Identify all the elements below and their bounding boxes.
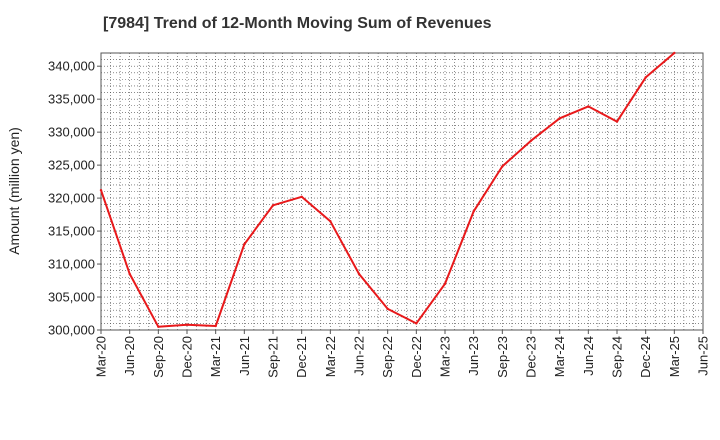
x-tick-label: Jun-23 <box>466 336 481 376</box>
data-point <box>673 51 676 55</box>
chart-title: [7984] Trend of 12-Month Moving Sum of R… <box>103 15 492 32</box>
data-point <box>386 307 389 311</box>
x-tick-label: Sep-22 <box>380 336 395 378</box>
x-tick-label: Sep-23 <box>495 336 510 378</box>
x-tick-label: Jun-21 <box>237 336 252 376</box>
x-tick-label: Jun-20 <box>122 336 137 376</box>
x-tick-labels: Mar-20 Jun-20 Sep-20 Dec-20 Mar-21 Jun-21 Sep-… <box>94 330 711 378</box>
data-point <box>443 282 447 286</box>
x-tick-label: Mar-20 <box>94 336 109 377</box>
data-point <box>615 120 619 123</box>
x-tick-label: Dec-21 <box>294 336 309 378</box>
data-point <box>329 219 332 223</box>
data-point <box>587 105 590 108</box>
x-tick-label: Dec-20 <box>180 336 195 378</box>
data-point <box>271 204 275 207</box>
y-tick-label: 330,000 <box>48 125 95 140</box>
data-point <box>501 165 504 168</box>
data-point <box>243 243 246 246</box>
data-point <box>214 324 217 328</box>
x-tick-label: Dec-22 <box>409 336 424 378</box>
revenue-series-line <box>100 52 675 328</box>
data-point <box>415 322 418 325</box>
y-tick-label: 300,000 <box>48 323 95 338</box>
x-tick-label: Jun-22 <box>352 336 367 376</box>
data-point <box>558 117 561 120</box>
grid-layer <box>100 52 704 331</box>
data-point <box>529 139 533 142</box>
data-point <box>472 210 475 213</box>
data-point <box>644 76 647 79</box>
y-axis-label: Amount (million yen) <box>6 127 22 255</box>
y-tick-label: 325,000 <box>48 158 95 173</box>
data-point <box>99 188 103 192</box>
x-tick-label: Sep-21 <box>266 336 281 378</box>
x-tick-label: Dec-23 <box>524 336 539 378</box>
y-tick-label: 320,000 <box>48 191 95 206</box>
x-tick-label: Mar-24 <box>552 336 567 377</box>
y-tick-label: 335,000 <box>48 92 95 107</box>
data-point <box>300 195 303 198</box>
data-point <box>128 272 131 276</box>
x-tick-label: Jun-25 <box>696 336 711 376</box>
y-tick-labels: 300,000 305,000 310,000 315,000 320,000 325,0… <box>48 59 101 338</box>
y-tick-label: 310,000 <box>48 257 95 272</box>
x-tick-label: Jun-24 <box>581 336 596 376</box>
x-tick-label: Mar-23 <box>438 336 453 377</box>
x-tick-label: Sep-20 <box>151 336 166 378</box>
series-layer <box>99 51 676 328</box>
x-tick-label: Mar-22 <box>323 336 338 377</box>
x-tick-label: Mar-25 <box>667 336 682 377</box>
x-tick-label: Dec-24 <box>638 336 653 378</box>
y-tick-label: 315,000 <box>48 224 95 239</box>
x-tick-label: Sep-24 <box>610 336 625 378</box>
x-tick-label: Mar-21 <box>208 336 223 377</box>
data-point <box>185 323 189 326</box>
y-tick-label: 305,000 <box>48 290 95 305</box>
data-point <box>157 325 160 328</box>
y-tick-label: 340,000 <box>48 59 95 74</box>
data-point <box>357 272 361 276</box>
